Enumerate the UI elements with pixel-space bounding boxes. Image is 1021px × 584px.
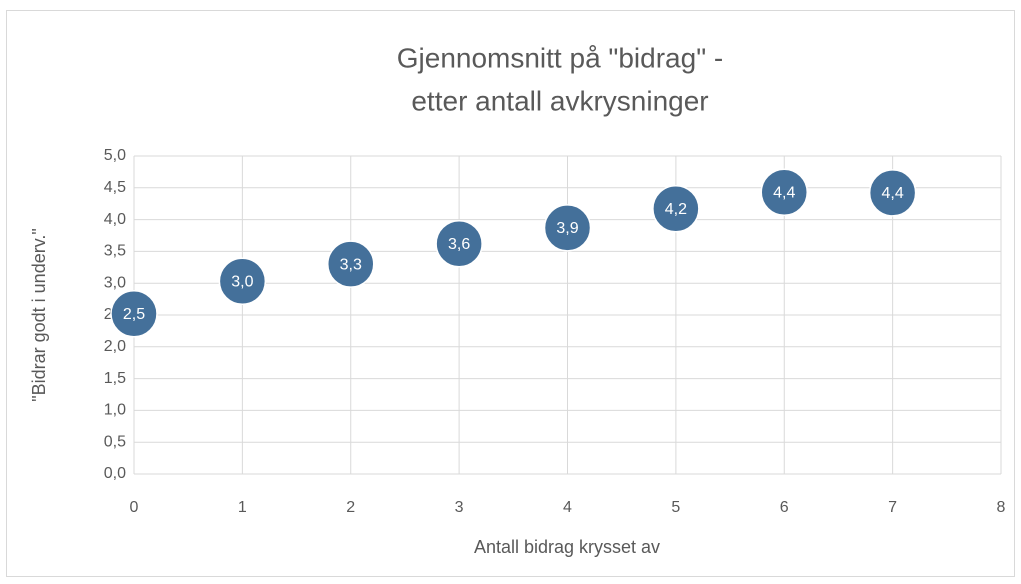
y-tick-label: 5,0 [104,147,126,164]
y-tick-label: 4,5 [104,179,126,196]
marker [760,168,808,217]
data-label: 4,4 [773,184,795,201]
marker [327,240,375,288]
data-label: 3,6 [448,236,470,253]
x-tick-label: 0 [130,499,139,516]
chart-title: Gjennomsnitt på "bidrag" - [397,42,723,73]
data-label: 3,9 [556,220,578,237]
y-tick-label: 1,5 [104,370,126,387]
x-tick-label: 8 [997,499,1006,516]
data-label: 3,0 [231,274,253,291]
x-tick-label: 5 [671,499,680,516]
marker [652,185,700,233]
data-label: 3,3 [340,256,362,273]
marker [218,257,267,306]
x-tick-label: 2 [346,499,355,516]
marker [110,289,158,338]
x-tick-label: 4 [563,499,572,516]
y-axis-title: "Bidrar godt i underv." [29,228,49,402]
x-tick-label: 1 [238,499,247,516]
x-tick-label: 3 [455,499,464,516]
y-tick-label: 1,0 [104,402,126,419]
x-tick-label: 6 [780,499,789,516]
marker [868,169,917,217]
chart-title: etter antall avkrysninger [411,85,708,116]
marker [543,204,592,252]
x-axis-title: Antall bidrag krysset av [474,537,660,557]
y-tick-label: 0,0 [104,465,126,482]
y-tick-label: 3,0 [104,274,126,291]
data-label: 2,5 [123,306,145,323]
data-label: 4,4 [882,185,904,202]
y-tick-label: 4,0 [104,211,126,228]
y-tick-label: 2,0 [104,338,126,355]
marker [435,220,483,268]
chart-border [6,10,1015,577]
y-tick-label: 0,5 [104,433,126,450]
data-label: 4,2 [665,201,687,218]
y-tick-label: 3,5 [104,243,126,260]
x-tick-label: 7 [888,499,897,516]
